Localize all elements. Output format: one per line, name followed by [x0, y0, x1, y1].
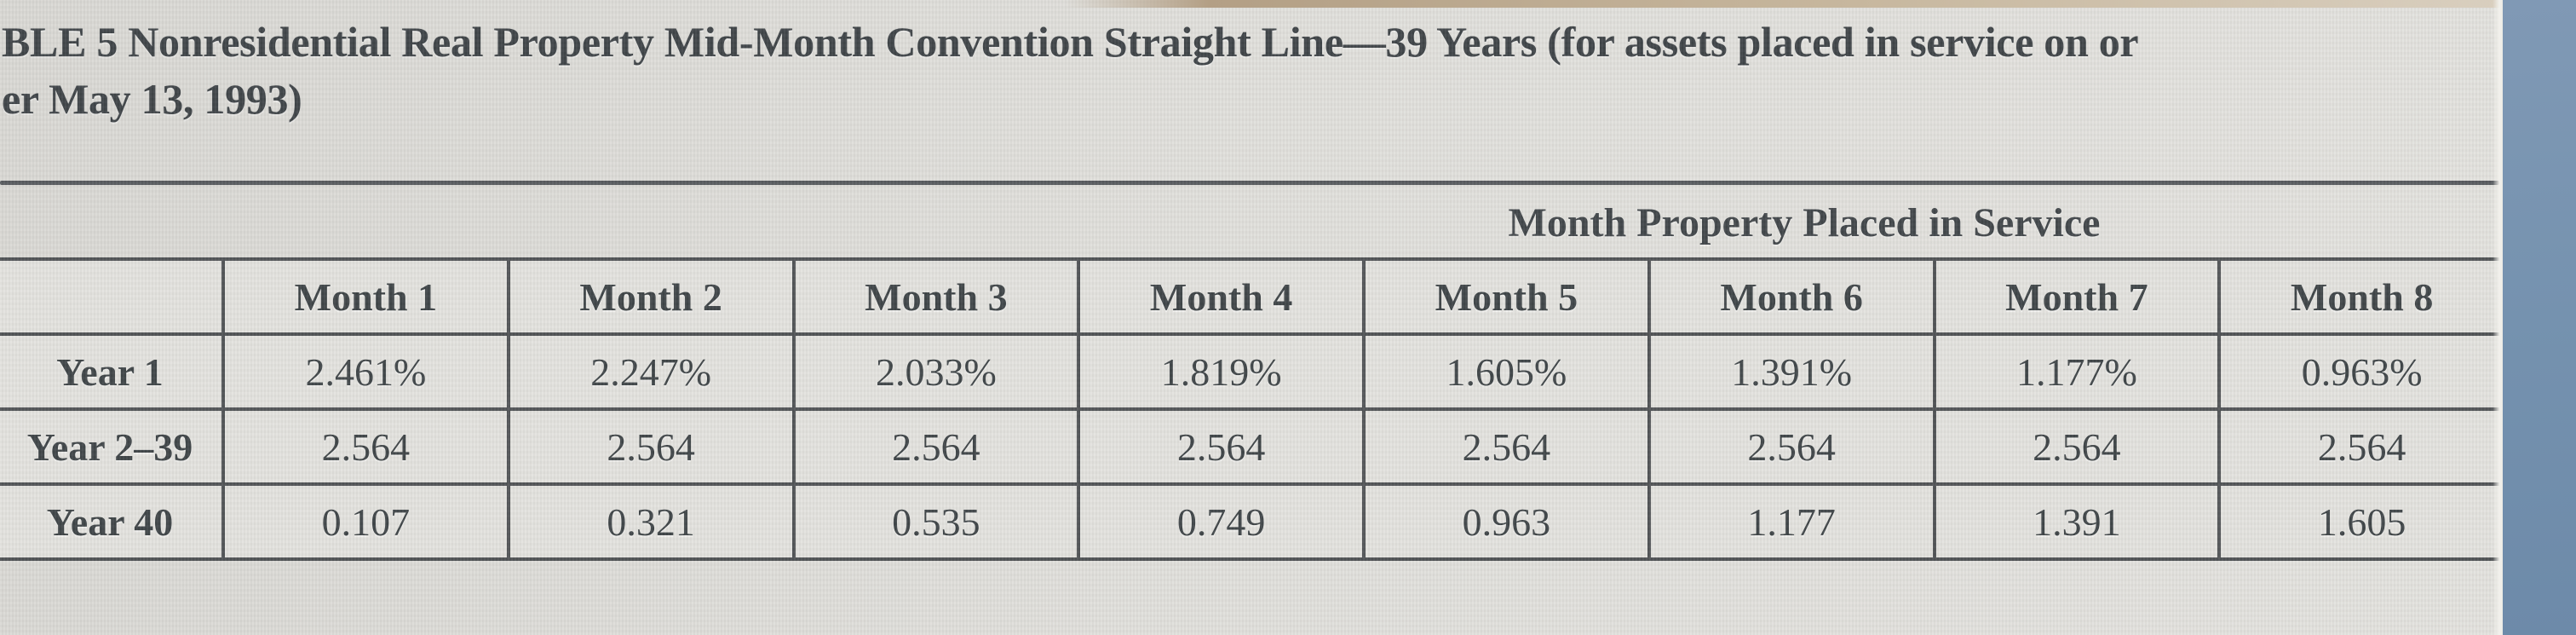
column-header-month-3: Month 3: [795, 261, 1078, 332]
page-title-line1: BLE 5 Nonresidential Real Property Mid-M…: [2, 18, 2139, 66]
table-cell-y1-m1: 2.461%: [225, 336, 507, 407]
column-header-month-7: Month 7: [1935, 261, 2218, 332]
page-title: BLE 5 Nonresidential Real Property Mid-M…: [2, 14, 2387, 128]
table-cell-y239-m8: 2.564: [2221, 411, 2503, 482]
table-cell-y239-m7: 2.564: [1935, 411, 2218, 482]
column-header-month-1: Month 1: [225, 261, 507, 332]
table-cell-y40-m1: 0.107: [225, 486, 507, 557]
table-cell-y1-m6: 1.391%: [1650, 336, 1933, 407]
column-header-month-8: Month 8: [2221, 261, 2503, 332]
column-header-month-2: Month 2: [509, 261, 792, 332]
table-span-header: Month Property Placed in Service: [1508, 200, 2101, 245]
row-label-year-40: Year 40: [0, 486, 221, 557]
table-cell-y239-m6: 2.564: [1650, 411, 1933, 482]
table-cell-y40-m3: 0.535: [795, 486, 1078, 557]
table-cell-y239-m2: 2.564: [509, 411, 792, 482]
table-cell-y1-m3: 2.033%: [795, 336, 1078, 407]
table-cell-y40-m2: 0.321: [509, 486, 792, 557]
table-cell-y239-m4: 2.564: [1080, 411, 1362, 482]
column-header-month-4: Month 4: [1080, 261, 1362, 332]
table-cell-y1-m2: 2.247%: [509, 336, 792, 407]
column-header-month-6: Month 6: [1650, 261, 1933, 332]
column-header-month-5: Month 5: [1366, 261, 1647, 332]
page-title-line2: er May 13, 1993): [2, 75, 302, 123]
table-cell-y239-m1: 2.564: [225, 411, 507, 482]
table-cell-y1-m8: 0.963%: [2221, 336, 2503, 407]
table-cell-y40-m5: 0.963: [1366, 486, 1647, 557]
row-label-year-1: Year 1: [0, 336, 221, 407]
table-cell-y1-m5: 1.605%: [1366, 336, 1647, 407]
depreciation-table: Month 1 Month 2 Month 3 Month 4 Month 5 …: [0, 257, 2506, 561]
table-cell-y1-m4: 1.819%: [1080, 336, 1362, 407]
table-cell-y239-m5: 2.564: [1366, 411, 1647, 482]
stub-header-cell: [0, 261, 221, 332]
table-cell-y40-m8: 1.605: [2221, 486, 2503, 557]
table-cell-y40-m4: 0.749: [1080, 486, 1362, 557]
top-tan-strip: [1065, 0, 2503, 8]
table-cell-y1-m7: 1.177%: [1935, 336, 2218, 407]
row-label-year-2-39: Year 2–39: [0, 411, 221, 482]
page-edge-highlight: [2493, 0, 2503, 635]
table-cell-y40-m7: 1.391: [1935, 486, 2218, 557]
table-cell-y239-m3: 2.564: [795, 411, 1078, 482]
table-cell-y40-m6: 1.177: [1650, 486, 1933, 557]
title-underline-rule: [0, 181, 2499, 185]
blue-side-band: [2503, 0, 2576, 635]
